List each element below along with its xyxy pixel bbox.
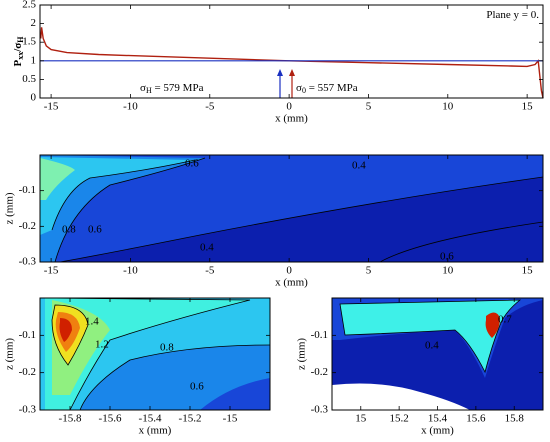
y-axis-label: Pxx/σH [12, 36, 25, 67]
y-axis-label: z (mm) [296, 338, 308, 370]
y-tick-label: -0.2 [311, 366, 328, 378]
x-tick-label: -15 [44, 101, 59, 113]
annotation-part: = 579 MPa [152, 82, 204, 94]
annotation-part: σ [140, 82, 146, 94]
y-tick-label: -0.3 [19, 256, 37, 268]
x-tick-label: 15 [355, 413, 367, 425]
x-tick-label: -5 [205, 265, 215, 277]
y-axis-label: z (mm) [4, 192, 16, 224]
contour-label: 0.7 [498, 314, 512, 326]
annotation: σH = 579 MPa [140, 82, 204, 95]
x-tick-label: -15.6 [99, 413, 122, 425]
y-axis-label-part: H [16, 36, 25, 43]
x-tick-label: 15.8 [505, 413, 525, 425]
plot-frame [39, 297, 271, 411]
x-tick-label: 10 [442, 265, 454, 277]
x-tick-label: -5 [205, 101, 215, 113]
y-axis-label: z (mm) [4, 338, 16, 370]
y-tick-label: 0.5 [22, 73, 36, 85]
x-axis-label: x (mm) [275, 277, 308, 289]
annotation: Plane y = 0. [486, 9, 539, 21]
contour-label: 0.6 [440, 251, 454, 263]
x-tick-label: -15.4 [139, 413, 162, 425]
x-tick-label: 15 [522, 101, 534, 113]
x-tick-label: -15 [44, 265, 59, 277]
annotation: σ0 = 557 MPa [296, 82, 358, 95]
x-tick-label: 15 [522, 265, 534, 277]
y-tick-label: -0.2 [19, 366, 36, 378]
y-axis-label-part: /σ [12, 43, 24, 53]
y-tick-label: -0.1 [311, 329, 328, 341]
contour-label: 0.4 [425, 340, 439, 352]
annotation-part: H [146, 86, 152, 95]
annotation-part: 0 [302, 86, 306, 95]
x-tick-label: -15.2 [179, 413, 202, 425]
x-tick-label: 0 [286, 265, 292, 277]
contour-label: 0.6 [185, 158, 199, 170]
contour-label: 0.6 [190, 381, 204, 393]
y-tick-label: -0.1 [19, 329, 36, 341]
x-tick-label: 10 [442, 101, 454, 113]
y-axis-label-part: P [12, 60, 24, 67]
x-tick-label: 15.4 [428, 413, 448, 425]
y-tick-label: -0.3 [311, 404, 329, 416]
x-tick-label: 5 [366, 265, 372, 277]
y-tick-label: 1.5 [22, 36, 36, 48]
contour-label: 0.6 [88, 224, 102, 236]
contour-label: 0.8 [62, 224, 76, 236]
y-tick-label: -0.2 [19, 220, 36, 232]
contour-fill-middle [40, 155, 544, 263]
x-tick-label: 0 [286, 101, 292, 113]
contour-label: 1.4 [85, 316, 99, 328]
x-tick-label: -10 [123, 265, 138, 277]
annotation-part: = 557 MPa [306, 82, 358, 94]
x-axis-label: x (mm) [139, 425, 172, 437]
x-tick-label: -10 [123, 101, 138, 113]
contour-label: 0.4 [200, 242, 214, 254]
plot-frame [39, 154, 544, 263]
annotation-part: σ [296, 82, 302, 94]
y-tick-label: 0 [31, 92, 37, 104]
x-tick-label: 15.2 [390, 413, 409, 425]
x-tick-label: 5 [366, 101, 372, 113]
contour-label: 1.2 [95, 339, 109, 351]
contour-label: 0.4 [352, 160, 366, 172]
y-axis-label-part: xx [16, 52, 25, 60]
y-tick-label: 2.5 [22, 0, 36, 11]
plot-frame [39, 4, 544, 99]
x-axis-label: x (mm) [421, 425, 454, 437]
contour-fill-left [40, 297, 271, 411]
annotation-part: Plane y = 0. [486, 9, 539, 21]
x-tick-label: -15 [223, 413, 238, 425]
y-tick-label: 2 [31, 17, 37, 29]
x-tick-label: 15.6 [466, 413, 486, 425]
contour-fill-right [332, 298, 543, 410]
y-tick-label: -0.1 [19, 184, 36, 196]
y-tick-label: 1 [31, 54, 37, 66]
x-tick-label: -15.8 [59, 413, 82, 425]
y-tick-label: -0.3 [19, 404, 37, 416]
contour-label: 0.8 [160, 342, 174, 354]
sigma-arrows [277, 69, 295, 98]
x-axis-label: x (mm) [275, 113, 308, 125]
